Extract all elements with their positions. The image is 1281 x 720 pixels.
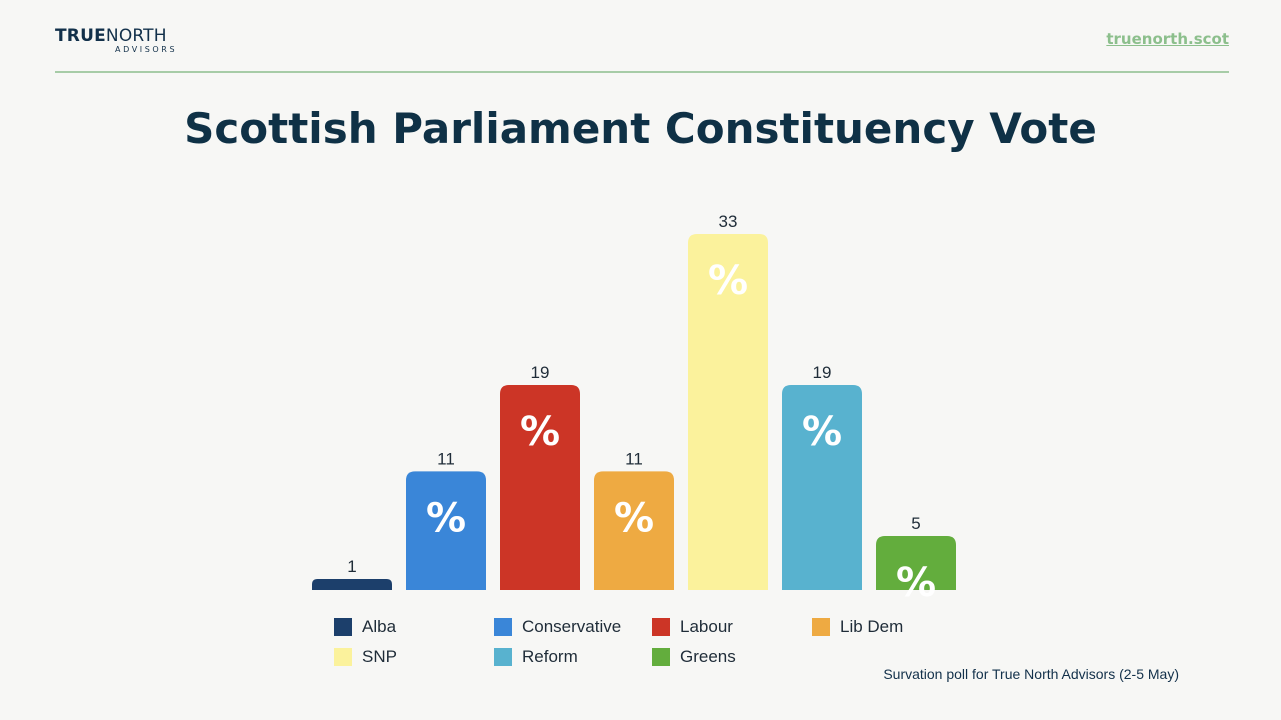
header-divider [55, 71, 1229, 73]
legend-label-reform: Reform [522, 647, 578, 666]
logo-tagline: ADVISORS [115, 45, 178, 54]
percent-symbol-lib-dem: % [614, 495, 654, 541]
legend-label-alba: Alba [362, 617, 397, 636]
legend-label-snp: SNP [362, 647, 397, 666]
legend-item-alba: Alba [334, 617, 396, 637]
legend-swatch-lib-dem [812, 618, 830, 636]
source-note: Survation poll for True North Advisors (… [883, 666, 1179, 682]
legend-swatch-alba [334, 618, 352, 636]
legend-label-conservative: Conservative [522, 617, 622, 636]
legend-swatch-labour [652, 618, 670, 636]
legend-swatch-reform [494, 648, 512, 666]
legend-swatch-greens [652, 648, 670, 666]
bar-snp [688, 234, 768, 590]
percent-symbol-greens: % [896, 560, 936, 606]
value-label-alba: 1 [347, 557, 356, 576]
legend-label-greens: Greens [680, 647, 736, 666]
legend-label-labour: Labour [680, 617, 733, 636]
legend-swatch-snp [334, 648, 352, 666]
value-label-conservative: 11 [437, 449, 455, 468]
percent-symbol-conservative: % [426, 495, 466, 541]
bar-alba [312, 579, 392, 590]
chart-title: Scottish Parliament Constituency Vote [184, 104, 1097, 153]
legend-label-lib-dem: Lib Dem [840, 617, 904, 636]
bar-greens [876, 536, 956, 590]
value-label-snp: 33 [719, 212, 738, 231]
logo-wordmark-bold: TRUE [55, 26, 106, 46]
legend-item-greens: Greens [652, 647, 736, 667]
bar-lib-dem [594, 471, 674, 590]
bar-labour [500, 385, 580, 590]
logo-wordmark-light: NORTH [105, 26, 167, 46]
legend-item-conservative: Conservative [494, 617, 621, 637]
percent-symbol-labour: % [520, 409, 560, 455]
legend-item-labour: Labour [652, 617, 733, 637]
value-label-labour: 19 [531, 363, 550, 382]
legend-swatch-conservative [494, 618, 512, 636]
bar-reform [782, 385, 862, 590]
percent-symbol-snp: % [708, 258, 748, 304]
legend-item-snp: SNP [334, 647, 397, 667]
percent-symbol-reform: % [802, 409, 842, 455]
value-label-greens: 5 [911, 514, 920, 533]
logo: TRUENORTH ADVISORS [55, 28, 177, 54]
bar-conservative [406, 471, 486, 590]
value-label-reform: 19 [813, 363, 832, 382]
legend-item-lib-dem: Lib Dem [812, 617, 903, 637]
site-link[interactable]: truenorth.scot [1106, 30, 1229, 48]
value-label-lib-dem: 11 [625, 449, 643, 468]
legend-item-reform: Reform [494, 647, 578, 667]
